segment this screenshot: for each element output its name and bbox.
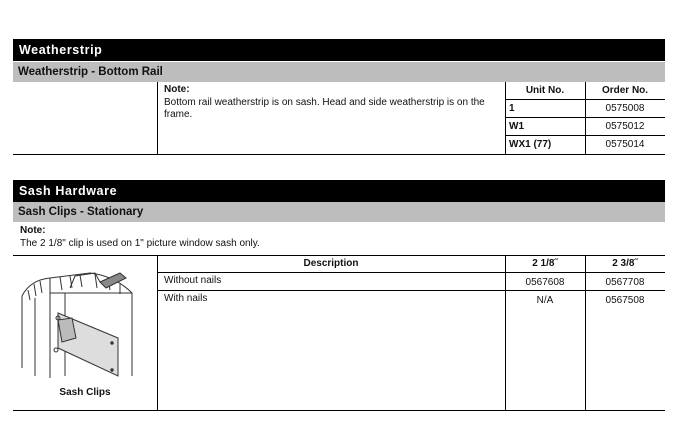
unit-no: W1 (509, 121, 524, 132)
part-number: 0567608 (525, 277, 565, 288)
header-size-2-3-8: 2 3/8˝ (612, 258, 638, 269)
image-caption: Sash Clips (59, 387, 111, 398)
part-number: N/A (536, 295, 554, 306)
unit-no: WX1 (77) (509, 139, 552, 150)
unit-no: 1 (509, 103, 515, 114)
section-title-weatherstrip: Weatherstrip (13, 39, 665, 61)
section-title-sash-hardware: Sash Hardware (13, 180, 665, 202)
order-no: 0575014 (605, 139, 645, 150)
part-number: 0567508 (605, 295, 645, 306)
subsection-title-sash-clips: Sash Clips - Stationary (13, 202, 665, 222)
header-order-no: Order No. (601, 85, 649, 96)
order-no: 0575008 (605, 103, 645, 114)
order-no: 0575012 (605, 121, 645, 132)
header-description: Description (303, 258, 359, 269)
description: With nails (164, 293, 208, 304)
header-size-2-1-8: 2 1/8˝ (532, 258, 558, 269)
note-text: Bottom rail weatherstrip is on sash. Hea… (164, 97, 485, 120)
header-unit-no: Unit No. (525, 85, 565, 96)
note-label: Note: (20, 225, 46, 236)
note-label: Note: (164, 84, 190, 95)
description: Without nails (164, 275, 222, 286)
subsection-title-bottom-rail: Weatherstrip - Bottom Rail (13, 62, 665, 82)
part-number: 0567708 (605, 277, 645, 288)
note-text: The 2 1/8" clip is used on 1" picture wi… (20, 238, 260, 249)
sash-clip-illustration (21, 272, 133, 378)
